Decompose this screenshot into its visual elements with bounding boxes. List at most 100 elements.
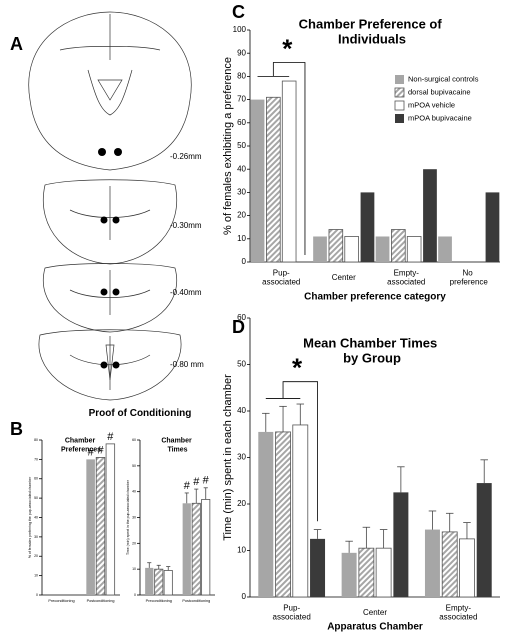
y-axis-label: Time (min) spent in each chamber — [222, 374, 234, 541]
x-tick-label: Postconditioning — [182, 599, 210, 603]
bar — [485, 192, 500, 262]
bar — [459, 538, 475, 598]
y-tick-label: 20 — [237, 499, 246, 508]
x-tick-label: No preference — [450, 269, 489, 287]
chart-subtitle: Chamber Preferences — [61, 437, 101, 453]
y-tick-label: 70 — [237, 95, 246, 104]
y-tick-label: 10 — [132, 567, 136, 571]
legend-swatch — [394, 100, 405, 111]
significance-bracket — [265, 381, 318, 522]
y-axis-label: % of females exhibiting a preference — [222, 57, 234, 235]
y-tick-label: 100 — [233, 25, 247, 34]
x-tick-label: Pup-associated — [262, 269, 300, 287]
chart-title: Proof of Conditioning — [89, 408, 192, 419]
panel-letter: D — [232, 317, 245, 337]
x-axis-label: Chamber preference category — [304, 292, 446, 303]
y-tick-label: 50 — [34, 496, 38, 500]
bar — [476, 483, 492, 597]
y-tick-label: 60 — [237, 313, 246, 322]
bar — [423, 169, 437, 262]
brain-sections — [28, 11, 192, 401]
y-tick-label: 60 — [34, 477, 38, 481]
level-label: -0.26mm — [170, 152, 202, 161]
bar — [86, 459, 95, 595]
x-tick-label: Center — [363, 608, 387, 617]
y-tick-label: 70 — [34, 457, 38, 461]
bar — [250, 99, 265, 262]
y-tick-label: 80 — [237, 72, 246, 81]
bar — [182, 503, 191, 595]
annotation: # — [203, 475, 210, 487]
level-label: -0.80 mm — [170, 360, 204, 369]
y-tick-label: 50 — [132, 464, 136, 468]
significance-bracket — [257, 62, 306, 256]
bar — [281, 80, 297, 263]
x-tick-label: Center — [332, 273, 356, 282]
bar — [393, 492, 409, 597]
y-tick-label: 10 — [237, 546, 246, 555]
legend-swatch — [395, 75, 404, 84]
level-label: -0.40mm — [170, 288, 202, 297]
bar — [391, 229, 406, 263]
y-tick-label: 10 — [34, 574, 38, 578]
panel-letter: B — [10, 419, 23, 439]
x-tick-label: Preconditioning — [146, 599, 172, 603]
x-axis-label: Apparatus Chamber — [327, 622, 423, 633]
bar — [344, 236, 359, 263]
chart-title: Mean Chamber Times by Group — [303, 336, 441, 366]
y-tick-label: 60 — [132, 438, 136, 442]
annotation: # — [88, 446, 95, 458]
y-tick-label: 60 — [237, 118, 246, 127]
bar — [258, 431, 274, 597]
y-tick-label: 80 — [34, 438, 38, 442]
chart-title: Chamber Preference of Individuals — [299, 17, 446, 47]
y-tick-label: 0 — [134, 593, 136, 597]
y-tick-label: 10 — [237, 234, 246, 243]
y-tick-label: 40 — [132, 490, 136, 494]
bar — [424, 529, 440, 597]
bar — [341, 552, 357, 597]
legend-label: mPOA vehicle — [408, 100, 455, 109]
y-tick-label: 20 — [237, 211, 246, 220]
bar — [266, 96, 281, 263]
y-tick-label: 40 — [237, 164, 246, 173]
bar — [191, 502, 201, 596]
bar — [375, 547, 392, 598]
bar — [406, 236, 422, 263]
y-axis-label: % of females preferring the pup-associat… — [28, 476, 32, 558]
y-tick-label: 0 — [242, 257, 247, 266]
x-tick-label: Pup-associated — [273, 604, 311, 622]
x-tick-label: Postconditioning — [87, 599, 115, 603]
legend-label: mPOA bupivacaine — [408, 113, 472, 122]
bar — [310, 538, 326, 597]
y-tick-label: 20 — [132, 541, 136, 545]
y-tick-label: 30 — [132, 515, 136, 519]
annotation: # — [184, 480, 191, 492]
annotation: # — [97, 444, 104, 456]
legend-swatch — [395, 114, 404, 123]
y-tick-label: 40 — [34, 515, 38, 519]
y-tick-label: 50 — [237, 141, 246, 150]
y-tick-label: 40 — [237, 406, 246, 415]
bar — [292, 424, 309, 598]
bar — [313, 236, 327, 262]
y-tick-label: 30 — [34, 535, 38, 539]
bar — [328, 229, 344, 263]
y-tick-label: 90 — [237, 48, 246, 57]
panel-letter: C — [232, 2, 245, 22]
legend-label: dorsal bupivacaine — [408, 87, 471, 96]
panel-letter: A — [10, 34, 23, 54]
bar — [375, 236, 390, 262]
bar — [438, 236, 452, 262]
level-label: -0.30mm — [170, 221, 202, 230]
x-tick-label: Preconditioning — [48, 599, 74, 603]
bar — [360, 192, 375, 262]
annotation: # — [107, 431, 114, 443]
y-tick-label: 50 — [237, 360, 246, 369]
y-tick-label: 30 — [237, 188, 246, 197]
bar — [145, 567, 154, 595]
y-tick-label: 0 — [242, 592, 247, 601]
bar — [441, 531, 458, 598]
